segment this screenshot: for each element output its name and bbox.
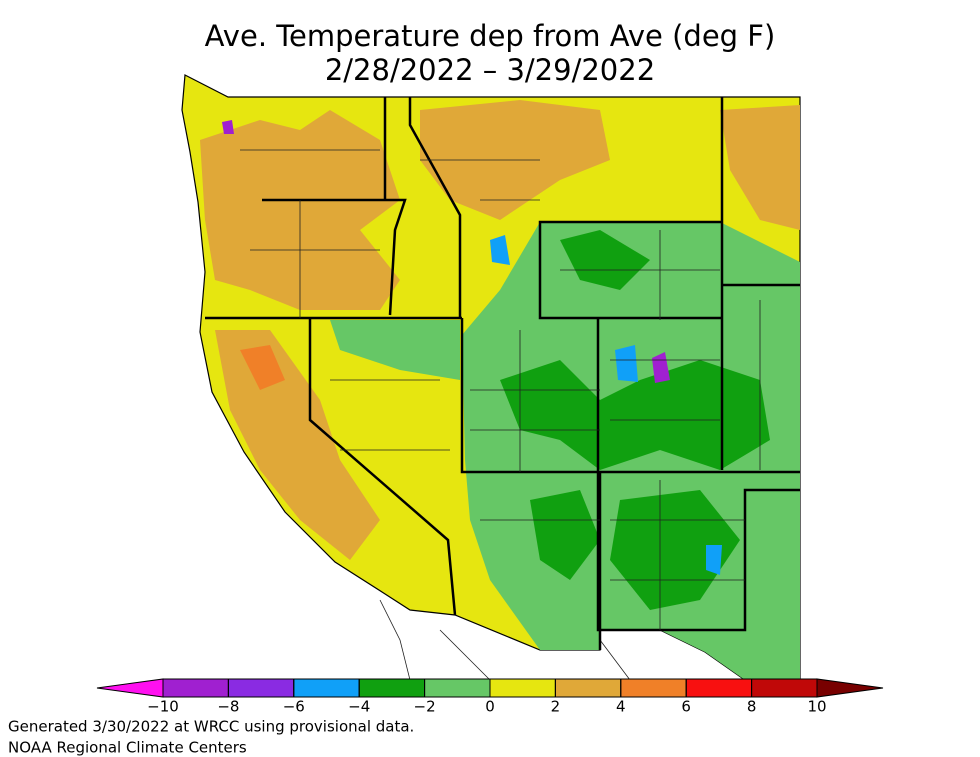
colorbar-bin xyxy=(685,678,753,698)
colorbar-bin xyxy=(358,678,426,698)
title-line: Ave. Temperature dep from Ave (deg F) xyxy=(205,19,776,53)
footer-note: Generated 3/30/2022 at WRCC using provis… xyxy=(8,718,414,736)
very-cold-area xyxy=(490,235,510,265)
subtitle: 2/28/2022 – 3/29/2022 xyxy=(325,53,655,87)
map xyxy=(181,74,801,681)
state-borders xyxy=(205,97,800,650)
colorbar-tick-label: −4 xyxy=(348,698,370,716)
colorbar-tick-label: 0 xyxy=(485,698,495,716)
colorbar-extension xyxy=(816,678,884,698)
cold-area xyxy=(560,230,650,290)
colorbar-tick-label: 10 xyxy=(807,698,826,716)
colorbar-tick-label: −8 xyxy=(217,698,239,716)
footer-note: NOAA Regional Climate Centers xyxy=(8,739,247,757)
warm-area xyxy=(720,105,800,230)
cold-area xyxy=(500,360,770,470)
colorbar-bin xyxy=(162,678,229,698)
extreme-cold-area xyxy=(222,120,234,134)
warm-area xyxy=(215,330,380,560)
colorbar-bin xyxy=(227,678,295,698)
colorbar-tick-label: −2 xyxy=(414,698,436,716)
colorbar-tick-label: 4 xyxy=(616,698,626,716)
colorbar-extension xyxy=(96,678,164,698)
colorbar-tick-label: 8 xyxy=(747,698,757,716)
cold-area xyxy=(530,490,600,580)
colorbar-tick-label: −10 xyxy=(147,698,179,716)
hot-area xyxy=(240,345,285,390)
colorbar-tick-label: 2 xyxy=(551,698,561,716)
colorbar-bin xyxy=(293,678,360,698)
colorbar-bin xyxy=(489,678,556,698)
mexico-outline xyxy=(379,599,631,681)
very-cold-area xyxy=(706,545,722,575)
colorbar-bin xyxy=(424,678,491,698)
very-cold-area xyxy=(615,345,638,382)
cool-area xyxy=(330,320,460,380)
colorbar: −10 −8 −6 −4 −2 0 2 4 6 8 10 xyxy=(96,678,884,716)
colorbar-bin xyxy=(620,678,687,698)
colorbar-tick-label: 6 xyxy=(681,698,691,716)
colorbar-bin xyxy=(751,678,818,698)
county-lines xyxy=(240,149,761,630)
colorbar-tick-label: −6 xyxy=(283,698,305,716)
colorbar-bin xyxy=(554,678,622,698)
